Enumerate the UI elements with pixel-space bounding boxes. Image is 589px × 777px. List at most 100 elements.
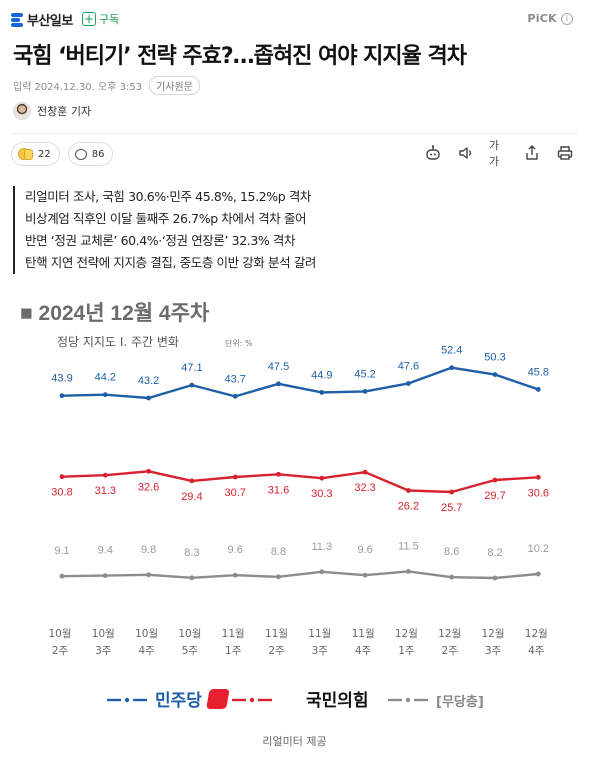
data-point bbox=[535, 387, 541, 392]
x-tick-label: 5주 bbox=[182, 645, 199, 657]
data-point bbox=[319, 389, 325, 395]
data-point bbox=[102, 392, 108, 398]
print-icon[interactable] bbox=[555, 144, 575, 162]
series-line-국민의힘 bbox=[61, 470, 539, 494]
data-point bbox=[59, 573, 65, 579]
reporter-avatar bbox=[13, 102, 31, 120]
pick-badge[interactable]: PiCK i bbox=[527, 12, 573, 25]
plus-icon: + bbox=[82, 12, 96, 26]
x-tick-label: 1주 bbox=[398, 645, 415, 657]
reaction-bar: 22 86 bbox=[11, 142, 121, 166]
data-label: 9.6 bbox=[357, 544, 372, 556]
data-point bbox=[276, 381, 281, 387]
series-line-무당층 bbox=[61, 570, 539, 580]
share-icon[interactable] bbox=[522, 144, 542, 162]
x-tick-label: 12월 bbox=[481, 628, 504, 640]
data-label: 9.6 bbox=[228, 544, 243, 556]
publisher-name: 부산일보 bbox=[27, 14, 73, 29]
x-tick-label: 3주 bbox=[312, 645, 329, 657]
reaction-button[interactable]: 22 bbox=[11, 142, 60, 166]
data-point bbox=[232, 393, 238, 399]
article-tools: 가가 bbox=[410, 139, 575, 168]
x-tick-label: 1주 bbox=[225, 645, 242, 657]
data-label: 8.2 bbox=[487, 547, 502, 559]
data-point bbox=[406, 569, 411, 574]
listen-audio-icon[interactable] bbox=[456, 144, 476, 162]
legend-swatch-dot bbox=[405, 697, 411, 703]
comment-icon bbox=[74, 148, 87, 160]
data-label: 45.2 bbox=[354, 368, 375, 380]
chart-subtitle: 정당 지지도 Ⅰ. 주간 변화 bbox=[57, 335, 179, 349]
chart-legend: 민주당 국민의힘 [무당층] bbox=[107, 689, 484, 710]
text-size-button[interactable]: 가가 bbox=[489, 139, 500, 168]
legend-label: 국민의힘 bbox=[306, 690, 369, 710]
data-label: 52.4 bbox=[441, 345, 462, 357]
original-article-link[interactable]: 기사원문 bbox=[149, 76, 200, 95]
data-label: 32.3 bbox=[354, 482, 375, 494]
data-label: 11.3 bbox=[312, 541, 333, 553]
data-label: 45.8 bbox=[528, 366, 549, 378]
party-logo-icon bbox=[206, 689, 230, 709]
legend-swatch-dot bbox=[249, 697, 255, 703]
data-label: 26.2 bbox=[398, 501, 419, 513]
data-point bbox=[449, 489, 455, 495]
data-label: 47.1 bbox=[181, 362, 202, 374]
chart-subtitle-group: 정당 지지도 Ⅰ. 주간 변화 단위: % bbox=[57, 335, 253, 349]
x-tick-label: 3주 bbox=[95, 645, 112, 657]
article-meta: 입력 2024.12.30. 오후 3:53 기사원문 bbox=[13, 76, 200, 95]
data-label: 9.1 bbox=[54, 545, 69, 557]
data-point bbox=[319, 569, 325, 575]
data-point bbox=[535, 571, 541, 577]
data-point bbox=[492, 575, 498, 581]
article-summary: 리얼미터 조사, 국힘 30.6%·민주 45.8%, 15.2%p 격차 비상… bbox=[13, 186, 316, 274]
legend-label: [무당층] bbox=[436, 694, 484, 710]
summary-bot-icon[interactable] bbox=[423, 144, 443, 162]
reporter-byline[interactable]: 전창훈 기자 bbox=[13, 102, 91, 120]
data-label: 43.2 bbox=[138, 375, 159, 387]
pick-label: PiCK bbox=[527, 12, 557, 25]
data-label: 9.4 bbox=[98, 545, 113, 557]
series-line-민주당 bbox=[61, 366, 539, 400]
data-point bbox=[232, 474, 238, 480]
data-label: 44.9 bbox=[311, 369, 332, 381]
data-point bbox=[146, 572, 152, 578]
emoji-reaction-icon bbox=[18, 146, 34, 162]
data-point bbox=[535, 474, 541, 480]
data-label: 31.3 bbox=[95, 485, 116, 497]
comment-button[interactable]: 86 bbox=[67, 142, 114, 166]
x-axis-labels: 10월 2주 10월 3주 10월 4주 10월 5주 11월 1주 11월 2주 11월 3주 11월 4주… bbox=[48, 628, 547, 657]
data-point bbox=[319, 475, 325, 481]
data-point bbox=[406, 381, 411, 386]
chart-title: ■ 2024년 12월 4주차 bbox=[20, 302, 210, 325]
data-label: 29.4 bbox=[181, 491, 202, 503]
subscribe-button[interactable]: + 구독 bbox=[82, 11, 119, 27]
party-support-chart: ■ 2024년 12월 4주차 정당 지지도 Ⅰ. 주간 변화 단위: % 43… bbox=[20, 302, 549, 710]
top-bar: 부산일보 + 구독 PiCK i bbox=[0, 0, 589, 36]
x-tick-label: 4주 bbox=[138, 645, 155, 657]
data-point bbox=[276, 471, 281, 477]
x-tick-label: 12월 bbox=[395, 628, 418, 640]
data-label: 43.9 bbox=[51, 373, 72, 385]
chart-unit: 단위: % bbox=[225, 338, 253, 348]
data-point bbox=[492, 477, 498, 483]
data-point bbox=[232, 572, 238, 578]
x-tick-label: 2주 bbox=[52, 645, 69, 657]
x-tick-label: 11월 bbox=[265, 628, 288, 640]
data-label: 11.5 bbox=[398, 540, 419, 552]
x-tick-label: 4주 bbox=[355, 645, 372, 657]
publisher-logo[interactable]: 부산일보 bbox=[11, 10, 73, 29]
data-point bbox=[276, 574, 281, 580]
reporter-name: 전창훈 기자 bbox=[37, 105, 92, 118]
publisher-logo-icon bbox=[11, 12, 23, 27]
data-point bbox=[189, 575, 195, 581]
data-label: 44.2 bbox=[95, 372, 116, 384]
x-tick-label: 4주 bbox=[528, 645, 545, 657]
data-label: 8.8 bbox=[271, 546, 286, 558]
reaction-count: 22 bbox=[38, 148, 51, 160]
date-label: 입력 bbox=[13, 82, 32, 93]
data-label: 32.6 bbox=[138, 481, 159, 493]
x-tick-label: 10월 bbox=[92, 628, 115, 640]
plot-area: 43.9 44.2 43.2 47.1 43.7 47.5 44.9 45.2 47.6 52.4… bbox=[51, 345, 549, 581]
data-label: 30.8 bbox=[51, 487, 72, 499]
info-icon[interactable]: i bbox=[561, 12, 573, 25]
